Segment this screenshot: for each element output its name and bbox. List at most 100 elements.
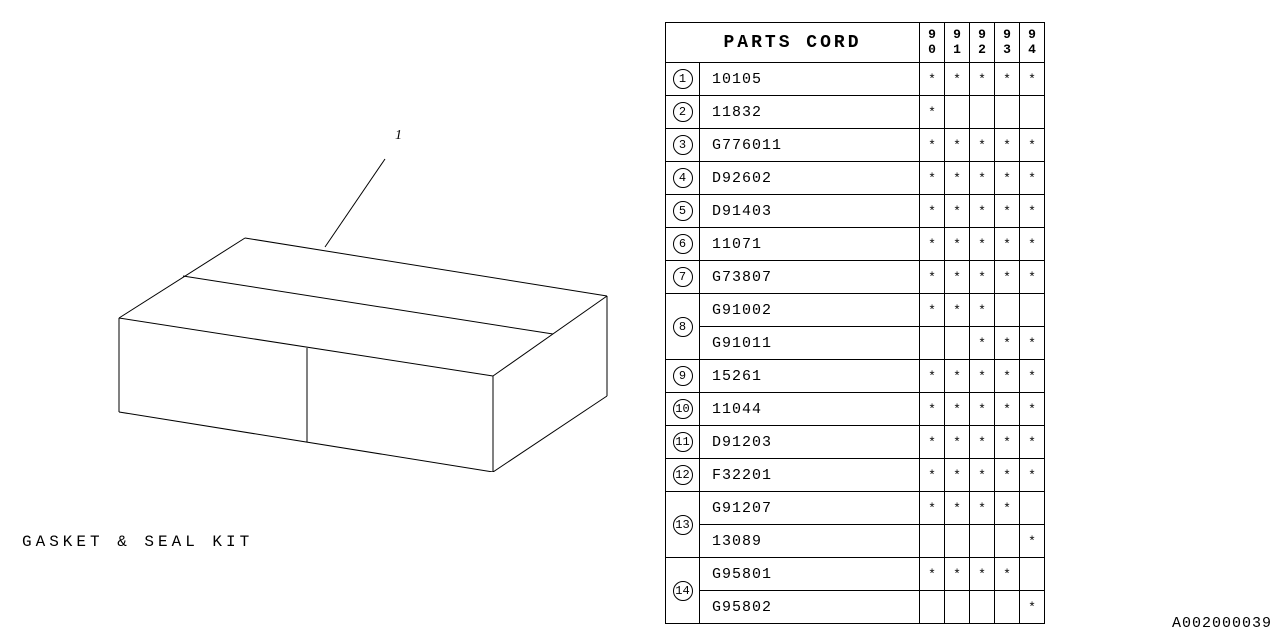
part-code: 11071 (700, 228, 920, 261)
part-code: G95801 (700, 558, 920, 591)
year-mark: * (970, 228, 995, 261)
year-mark: * (995, 63, 1020, 96)
year-mark: * (920, 492, 945, 525)
kit-label: GASKET & SEAL KIT (22, 533, 253, 551)
year-mark: * (995, 261, 1020, 294)
year-mark: * (945, 558, 970, 591)
part-code: 10105 (700, 63, 920, 96)
year-mark: * (995, 228, 1020, 261)
row-index: 12 (666, 459, 700, 492)
table-row: 13G91207**** (666, 492, 1045, 525)
box-svg-group (119, 159, 607, 472)
year-mark: * (920, 129, 945, 162)
year-header: 93 (995, 23, 1020, 63)
year-mark: * (920, 459, 945, 492)
part-code: D91403 (700, 195, 920, 228)
part-code: 13089 (700, 525, 920, 558)
year-mark: * (920, 393, 945, 426)
part-code: D92602 (700, 162, 920, 195)
part-code: G91207 (700, 492, 920, 525)
drawing-id: A002000039 (1172, 615, 1272, 632)
year-mark: * (945, 393, 970, 426)
year-mark: * (945, 162, 970, 195)
year-mark: * (970, 360, 995, 393)
year-mark: * (995, 492, 1020, 525)
year-mark: * (995, 129, 1020, 162)
year-mark: * (995, 327, 1020, 360)
year-mark: * (1020, 426, 1045, 459)
year-mark: * (920, 63, 945, 96)
year-mark: * (995, 162, 1020, 195)
table-row: G95802* (666, 591, 1045, 624)
year-mark: * (945, 459, 970, 492)
year-mark: * (920, 228, 945, 261)
year-mark: * (970, 294, 995, 327)
row-index: 7 (666, 261, 700, 294)
row-index: 11 (666, 426, 700, 459)
parts-tbody: 110105*****211832*3G776011*****4D92602**… (666, 63, 1045, 624)
year-mark: * (1020, 525, 1045, 558)
year-mark: * (970, 129, 995, 162)
year-mark: * (970, 558, 995, 591)
year-mark: * (970, 492, 995, 525)
table-row: G91011*** (666, 327, 1045, 360)
year-mark: * (920, 261, 945, 294)
year-header: 92 (970, 23, 995, 63)
year-mark: * (995, 393, 1020, 426)
year-mark: * (970, 261, 995, 294)
table-row: 8G91002*** (666, 294, 1045, 327)
table-row: 4D92602***** (666, 162, 1045, 195)
part-code: 11832 (700, 96, 920, 129)
year-mark (945, 327, 970, 360)
year-mark: * (945, 261, 970, 294)
table-title: PARTS CORD (666, 23, 920, 63)
year-mark: * (995, 426, 1020, 459)
year-mark (1020, 96, 1045, 129)
year-mark: * (995, 459, 1020, 492)
table-row: 211832* (666, 96, 1045, 129)
year-mark (970, 96, 995, 129)
table-row: 7G73807***** (666, 261, 1045, 294)
year-mark (995, 591, 1020, 624)
year-mark: * (945, 360, 970, 393)
row-index: 5 (666, 195, 700, 228)
year-mark (945, 525, 970, 558)
year-mark: * (970, 162, 995, 195)
part-code: 15261 (700, 360, 920, 393)
year-mark: * (945, 63, 970, 96)
row-index: 6 (666, 228, 700, 261)
year-mark: * (920, 162, 945, 195)
callout-1: 1 (395, 128, 402, 144)
year-mark (945, 96, 970, 129)
year-mark: * (970, 393, 995, 426)
year-mark: * (1020, 162, 1045, 195)
table-row: 5D91403***** (666, 195, 1045, 228)
row-index: 10 (666, 393, 700, 426)
year-mark: * (920, 426, 945, 459)
year-mark: * (970, 195, 995, 228)
table-row: 3G776011***** (666, 129, 1045, 162)
parts-table: PARTS CORD 9091929394 110105*****211832*… (665, 22, 1045, 624)
year-mark: * (920, 195, 945, 228)
year-mark: * (945, 195, 970, 228)
year-mark (920, 591, 945, 624)
year-mark (995, 294, 1020, 327)
year-mark: * (1020, 459, 1045, 492)
row-index: 4 (666, 162, 700, 195)
year-mark: * (970, 459, 995, 492)
row-index: 9 (666, 360, 700, 393)
year-mark (920, 327, 945, 360)
table-row: 11D91203***** (666, 426, 1045, 459)
table-row: 14G95801**** (666, 558, 1045, 591)
year-mark: * (1020, 327, 1045, 360)
gasket-kit-drawing (55, 142, 610, 472)
year-mark: * (920, 96, 945, 129)
year-mark: * (1020, 360, 1045, 393)
year-mark: * (1020, 591, 1045, 624)
table-row: 12F32201***** (666, 459, 1045, 492)
row-index: 1 (666, 63, 700, 96)
year-mark (995, 96, 1020, 129)
table-row: 110105***** (666, 63, 1045, 96)
part-code: G91002 (700, 294, 920, 327)
year-mark: * (970, 63, 995, 96)
